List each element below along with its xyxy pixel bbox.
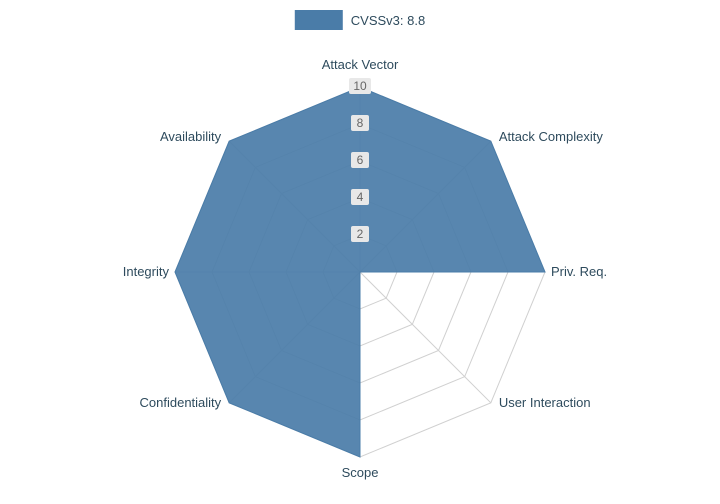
radar-chart: 2 4 6 8 10 Attack Vector Attack Complexity Priv… xyxy=(0,0,720,504)
axis-label: Priv. Req. xyxy=(551,264,607,279)
axis-label: Confidentiality xyxy=(140,395,222,410)
axis-label: Availability xyxy=(160,129,222,144)
tick-label: 8 xyxy=(357,116,364,130)
tick-label: 4 xyxy=(357,190,364,204)
tick-label: 6 xyxy=(357,153,364,167)
axis-label: Integrity xyxy=(123,264,170,279)
axis-label: Attack Complexity xyxy=(499,129,604,144)
axis-label: User Interaction xyxy=(499,395,591,410)
tick-label: 10 xyxy=(353,79,367,93)
tick-label: 2 xyxy=(357,227,364,241)
axis-label: Scope xyxy=(342,465,379,480)
axis-label: Attack Vector xyxy=(322,57,399,72)
